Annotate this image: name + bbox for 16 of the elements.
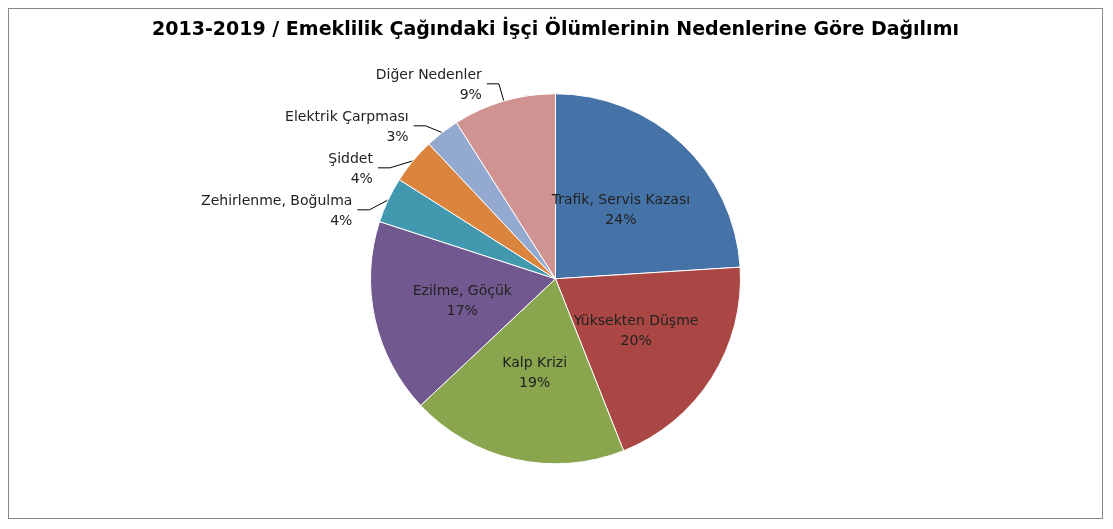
chart-title: 2013-2019 / Emeklilik Çağındaki İşçi Ölümlerinin Nedenlerine Göre Dağılımı [152, 15, 959, 39]
data-label: 4% [350, 169, 373, 186]
data-label: 19% [519, 373, 551, 390]
slice-label: Şiddet [328, 149, 374, 166]
slice-label: Ezilme, Göçük [412, 281, 513, 298]
data-label: 4% [330, 211, 353, 228]
slice-label: Zehirlenme, Boğulma [201, 191, 353, 208]
slice-label: Diğer Nedenler [375, 65, 483, 82]
data-label: 24% [605, 211, 637, 228]
data-label: 17% [446, 301, 478, 318]
data-label: 20% [620, 331, 652, 348]
slice-label: Kalp Krizi [502, 353, 568, 370]
data-label: 3% [386, 127, 409, 144]
data-label: 9% [459, 85, 482, 102]
slice-label: Elektrik Çarpması [285, 107, 409, 124]
slice-label: Yüksekten Düşme [572, 311, 699, 328]
